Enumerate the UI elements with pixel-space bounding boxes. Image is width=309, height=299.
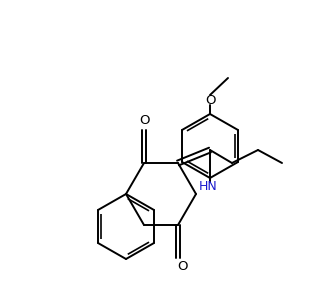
Text: HN: HN <box>199 179 217 193</box>
Text: O: O <box>205 94 215 106</box>
Text: O: O <box>139 115 149 127</box>
Text: O: O <box>177 260 187 274</box>
